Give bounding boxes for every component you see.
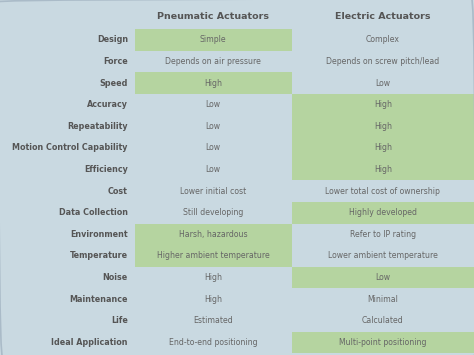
Text: High: High [204,273,222,282]
Text: High: High [204,78,222,88]
Text: Pneumatic Actuators: Pneumatic Actuators [157,12,269,21]
Text: Electric Actuators: Electric Actuators [335,12,430,21]
Text: Maintenance: Maintenance [70,295,128,304]
Text: Minimal: Minimal [367,295,398,304]
Text: Design: Design [97,36,128,44]
Text: Estimated: Estimated [193,316,233,325]
Bar [135,224,292,245]
Text: Lower ambient temperature: Lower ambient temperature [328,251,438,261]
Bar [292,202,474,224]
Bar [135,29,292,51]
Text: Depends on screw pitch/lead: Depends on screw pitch/lead [326,57,439,66]
Text: Ideal Application: Ideal Application [52,338,128,347]
Text: Environment: Environment [70,230,128,239]
Text: Highly developed: Highly developed [349,208,417,217]
Text: Low: Low [206,122,221,131]
Bar [292,115,474,137]
Text: Higher ambient temperature: Higher ambient temperature [157,251,270,261]
Text: Force: Force [103,57,128,66]
Text: Life: Life [111,316,128,325]
Text: Simple: Simple [200,36,227,44]
Text: Depends on air pressure: Depends on air pressure [165,57,261,66]
Text: Cost: Cost [108,187,128,196]
Text: Accuracy: Accuracy [87,100,128,109]
Text: Low: Low [206,100,221,109]
Text: Calculated: Calculated [362,316,404,325]
Text: Complex: Complex [366,36,400,44]
Text: Low: Low [375,273,390,282]
Text: Multi-point positioning: Multi-point positioning [339,338,427,347]
Text: Low: Low [375,78,390,88]
Text: Low: Low [206,143,221,152]
Bar [292,94,474,115]
Text: Lower total cost of ownership: Lower total cost of ownership [325,187,440,196]
Text: Efficiency: Efficiency [84,165,128,174]
Bar [292,159,474,180]
Text: High: High [374,165,392,174]
Text: Low: Low [206,165,221,174]
Text: Noise: Noise [103,273,128,282]
Bar [135,72,292,94]
Text: Data Collection: Data Collection [59,208,128,217]
Text: High: High [204,295,222,304]
Text: Lower initial cost: Lower initial cost [180,187,246,196]
Text: High: High [374,100,392,109]
Text: Speed: Speed [100,78,128,88]
Bar [135,245,292,267]
Text: Motion Control Capability: Motion Control Capability [12,143,128,152]
Bar [292,137,474,159]
Text: High: High [374,143,392,152]
Text: Repeatability: Repeatability [67,122,128,131]
Bar [292,332,474,353]
Text: Harsh, hazardous: Harsh, hazardous [179,230,247,239]
Text: End-to-end positioning: End-to-end positioning [169,338,257,347]
Text: Temperature: Temperature [70,251,128,261]
Text: Still developing: Still developing [183,208,244,217]
Bar [292,267,474,288]
Text: High: High [374,122,392,131]
Text: Refer to IP rating: Refer to IP rating [350,230,416,239]
